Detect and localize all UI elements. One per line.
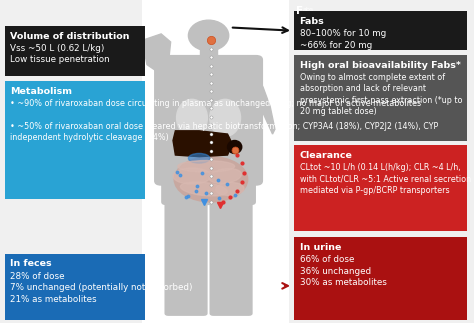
Text: High oral bioavailability Fabs*: High oral bioavailability Fabs*: [300, 61, 460, 70]
FancyBboxPatch shape: [5, 254, 145, 320]
Ellipse shape: [209, 169, 241, 183]
FancyBboxPatch shape: [161, 173, 256, 205]
Text: Metabolism: Metabolism: [10, 87, 73, 96]
Ellipse shape: [188, 20, 228, 51]
Text: Vss ~50 L (0.62 L/kg)
Low tissue penetration: Vss ~50 L (0.62 L/kg) Low tissue penetra…: [10, 44, 110, 64]
FancyBboxPatch shape: [294, 55, 467, 141]
Text: 28% of dose
7% unchanged (potentially not absorbed)
21% as metabolites: 28% of dose 7% unchanged (potentially no…: [10, 272, 193, 304]
Text: In urine: In urine: [300, 243, 341, 252]
FancyBboxPatch shape: [164, 193, 208, 316]
Text: CLtot ~10 L/h (0.14 L(h/kg); CLR ~4 L/h, with CLtot/CLR ~5:1 Active renal secret: CLtot ~10 L/h (0.14 L(h/kg); CLR ~4 L/h,…: [300, 163, 471, 195]
Ellipse shape: [174, 157, 247, 202]
Ellipse shape: [216, 182, 244, 195]
Ellipse shape: [228, 141, 242, 153]
Ellipse shape: [181, 182, 227, 196]
FancyBboxPatch shape: [294, 145, 467, 231]
Text: In feces: In feces: [10, 259, 52, 268]
FancyBboxPatch shape: [5, 26, 145, 76]
FancyBboxPatch shape: [5, 81, 145, 199]
Bar: [200, 47, 217, 60]
Polygon shape: [256, 74, 275, 134]
Ellipse shape: [210, 99, 240, 136]
Ellipse shape: [173, 168, 211, 184]
Text: Clearance: Clearance: [300, 151, 353, 160]
FancyBboxPatch shape: [210, 193, 253, 316]
Text: 80–100% for 10 mg
~66% for 20 mg: 80–100% for 10 mg ~66% for 20 mg: [300, 29, 386, 50]
Ellipse shape: [188, 153, 210, 163]
Ellipse shape: [178, 161, 235, 172]
Text: abs: abs: [302, 7, 313, 12]
Text: Owing to almost complete extent of absorption and lack of relevant presystemic f: Owing to almost complete extent of absor…: [300, 73, 462, 116]
Ellipse shape: [176, 99, 207, 136]
Text: • ~90% of rivaroxaban dose circulating in plasma as unchanged drug; no major or : • ~90% of rivaroxaban dose circulating i…: [10, 99, 438, 142]
Text: Volume of distribution: Volume of distribution: [10, 32, 130, 41]
FancyBboxPatch shape: [154, 55, 263, 186]
Text: F: F: [296, 6, 303, 16]
FancyBboxPatch shape: [294, 237, 467, 320]
FancyBboxPatch shape: [294, 11, 467, 50]
Text: 66% of dose
36% unchanged
30% as metabolites: 66% of dose 36% unchanged 30% as metabol…: [300, 255, 386, 287]
Text: Fabs: Fabs: [300, 17, 324, 26]
Polygon shape: [173, 131, 232, 157]
FancyBboxPatch shape: [142, 0, 289, 323]
Polygon shape: [142, 34, 171, 74]
